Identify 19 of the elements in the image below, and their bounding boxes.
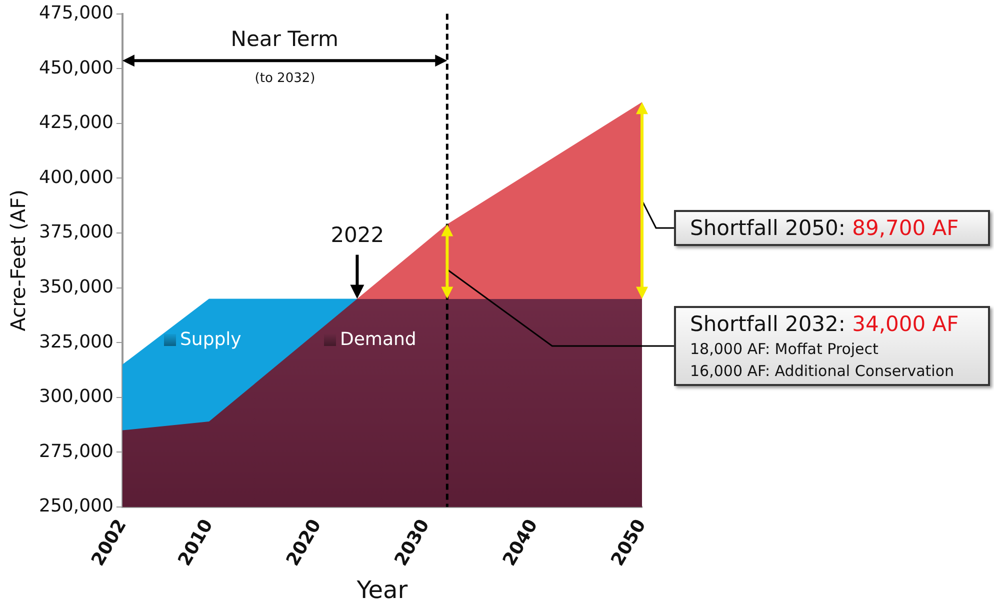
legend-label: Demand	[340, 329, 416, 350]
annotation: 2022	[330, 222, 384, 247]
y-tick-label: 325,000	[38, 331, 114, 352]
y-tick-label: 275,000	[38, 440, 114, 462]
y-tick-label: 425,000	[38, 112, 114, 134]
y-tick-label: 250,000	[38, 496, 114, 517]
y-tick-label: 450,000	[38, 57, 114, 78]
y-tick-label: 475,000	[38, 2, 114, 24]
callout-box: Shortfall 2032: 34,000 AF 18,000 AF: Moffat Project 16,000 AF: Additional Conservation	[674, 306, 990, 386]
x-axis-title: Year	[356, 576, 408, 604]
y-tick-label: 400,000	[38, 166, 114, 188]
y-tick-label: 375,000	[38, 222, 114, 243]
callout-box: Shortfall 2050: 89,700 AF	[674, 210, 990, 246]
legend-label: Supply	[180, 329, 242, 350]
annotation: Near Term	[230, 26, 339, 51]
annotation: (to 2032)	[254, 70, 316, 86]
y-tick-label: 350,000	[38, 276, 114, 298]
y-tick-label: 300,000	[38, 386, 114, 408]
y-axis-title: Acre-Feet (AF)	[6, 190, 30, 332]
